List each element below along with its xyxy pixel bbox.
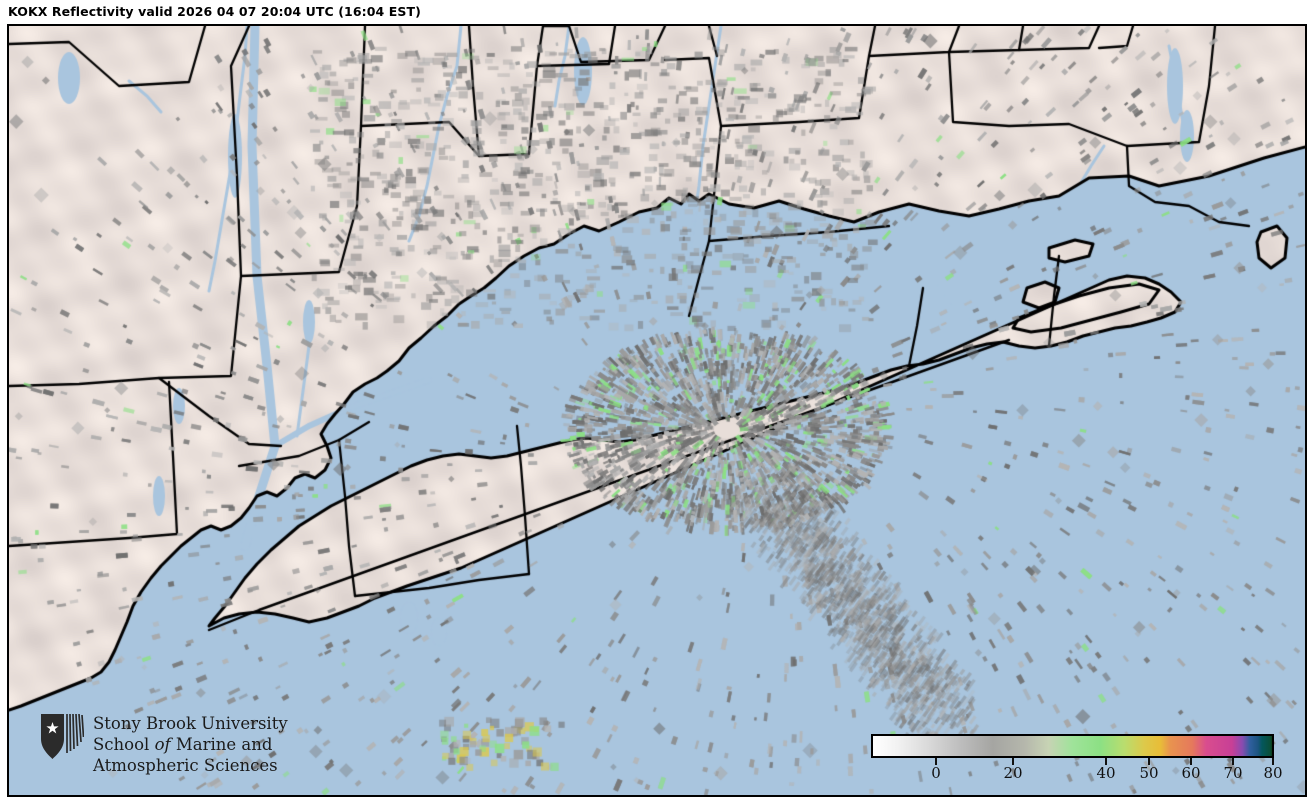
radar-map-canvas[interactable]	[9, 26, 1305, 795]
colorbar-tick-label: 80	[1263, 764, 1283, 782]
colorbar-tick	[1148, 758, 1150, 765]
map-frame[interactable]	[7, 24, 1307, 797]
colorbar-gradient	[871, 734, 1274, 758]
logo-line-3: Atmospheric Sciences	[93, 756, 278, 775]
reflectivity-colorbar: 0 20 40 50 60 70 80	[865, 731, 1283, 789]
colorbar-tick-label: 50	[1139, 764, 1159, 782]
logo-line-2-em: of	[154, 735, 171, 754]
colorbar-tick	[935, 758, 937, 765]
page-title: KOKX Reflectivity valid 2026 04 07 20:04…	[8, 4, 421, 19]
colorbar-tick-label: 40	[1096, 764, 1116, 782]
colorbar-tick	[1272, 758, 1274, 765]
logo-line-2-pre: School	[93, 735, 155, 754]
logo-line-2-post: Marine and	[170, 735, 273, 754]
colorbar-tick	[1012, 758, 1014, 765]
logo-text: Stony Brook University School of Marine …	[93, 713, 288, 776]
colorbar-tick-labels: 0 20 40 50 60 70 80	[865, 764, 1283, 786]
shield-icon	[41, 713, 84, 759]
colorbar-tick-label: 60	[1181, 764, 1201, 782]
colorbar-tick-label: 70	[1223, 764, 1243, 782]
colorbar-tick	[1232, 758, 1234, 765]
colorbar-tick	[1190, 758, 1192, 765]
colorbar-tick-label: 0	[931, 764, 941, 782]
colorbar-tick	[1105, 758, 1107, 765]
stony-brook-logo: Stony Brook University School of Marine …	[40, 713, 288, 776]
colorbar-tick-label: 20	[1003, 764, 1023, 782]
logo-line-1: Stony Brook University	[93, 714, 288, 733]
colorbar-ticks	[865, 758, 1280, 766]
logo-line-2: School of Marine and	[93, 734, 288, 755]
